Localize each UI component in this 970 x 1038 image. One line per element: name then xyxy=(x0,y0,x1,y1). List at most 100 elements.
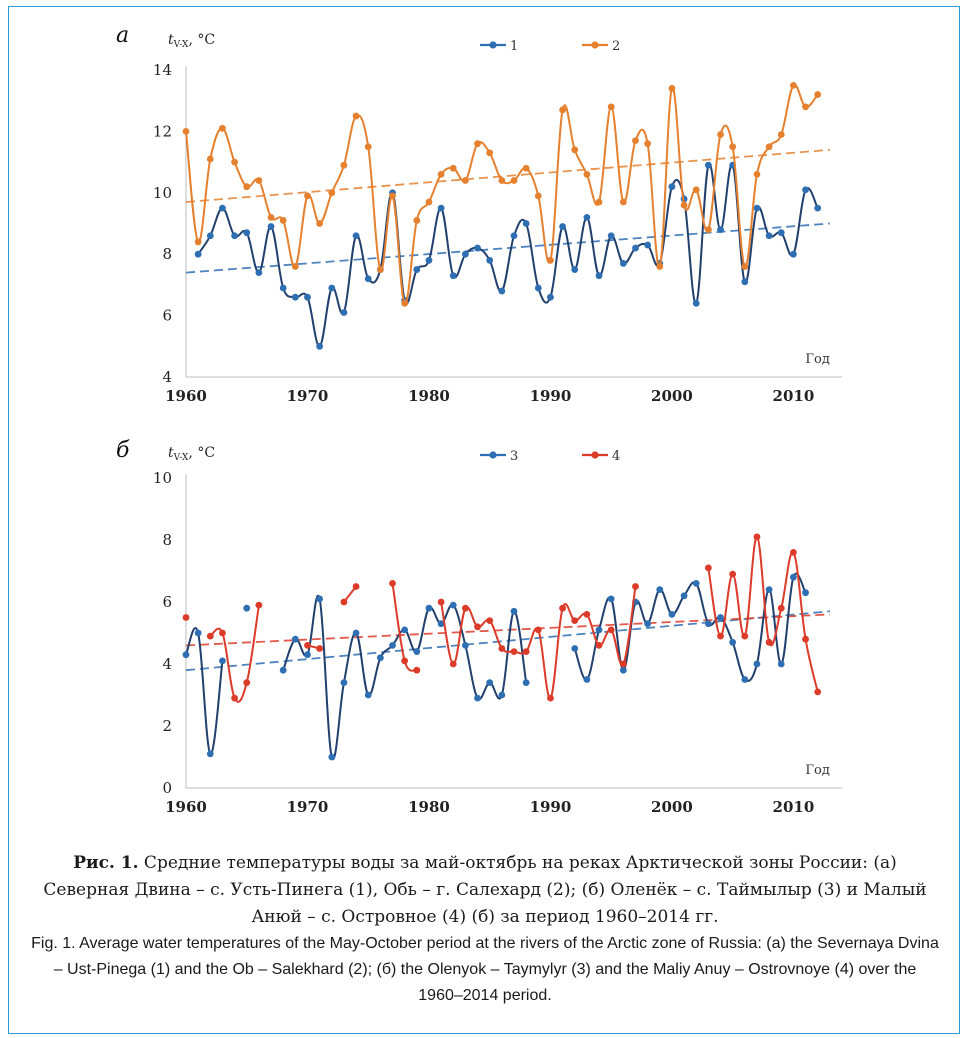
data-point-4 xyxy=(304,642,311,649)
y-tick-label: 4 xyxy=(162,368,172,386)
data-point-1 xyxy=(206,232,214,240)
data-point-1 xyxy=(595,272,603,280)
data-point-4 xyxy=(595,642,603,649)
data-point-1 xyxy=(437,204,445,212)
data-point-2 xyxy=(389,192,396,200)
data-point-2 xyxy=(291,263,299,270)
data-point-2 xyxy=(255,177,263,184)
x-tick-label: 1970 xyxy=(287,798,329,816)
data-point-3 xyxy=(194,629,202,637)
data-point-1 xyxy=(316,342,324,350)
panel-label: а xyxy=(116,23,129,48)
data-point-2 xyxy=(680,201,688,209)
data-point-3 xyxy=(717,614,724,621)
data-point-4 xyxy=(486,617,494,624)
data-point-1 xyxy=(777,229,785,237)
data-point-2 xyxy=(279,217,287,224)
data-point-4 xyxy=(534,626,542,634)
data-point-2 xyxy=(304,192,311,200)
data-point-1 xyxy=(474,244,481,252)
data-point-1 xyxy=(267,223,275,230)
data-point-2 xyxy=(777,131,785,138)
data-point-3 xyxy=(376,654,384,662)
data-point-2 xyxy=(668,85,676,92)
y-axis-label: tV-X, °C xyxy=(168,445,215,463)
data-point-2 xyxy=(194,238,202,246)
data-point-2 xyxy=(231,158,238,166)
legend-label: 1 xyxy=(510,39,518,54)
data-point-2 xyxy=(498,177,506,184)
data-point-3 xyxy=(644,620,652,628)
data-point-3 xyxy=(668,611,676,618)
data-point-3 xyxy=(729,638,737,646)
data-point-1 xyxy=(522,220,530,227)
x-tick-label: 1990 xyxy=(530,798,572,816)
caption-english: Fig. 1. Average water temperatures of th… xyxy=(31,935,939,1004)
data-point-1 xyxy=(352,232,360,240)
data-point-2 xyxy=(790,81,797,89)
data-point-1 xyxy=(279,284,287,292)
caption-russian: Рис. 1. Средние температуры воды за май-… xyxy=(30,850,940,931)
data-point-3 xyxy=(741,676,749,683)
data-point-4 xyxy=(510,648,518,655)
data-point-3 xyxy=(802,589,809,597)
data-point-1 xyxy=(510,232,518,240)
x-tick-label: 2010 xyxy=(773,387,815,405)
y-tick-label: 12 xyxy=(153,122,172,140)
legend-marker xyxy=(489,451,497,459)
data-point-1 xyxy=(231,232,238,240)
data-point-2 xyxy=(656,263,664,270)
y-tick-label: 8 xyxy=(162,245,172,263)
data-point-4 xyxy=(704,564,712,572)
data-point-2 xyxy=(522,164,530,172)
data-point-4 xyxy=(619,660,627,668)
y-tick-label: 0 xyxy=(162,779,172,797)
data-point-3 xyxy=(340,679,348,686)
data-point-2 xyxy=(340,161,348,169)
data-point-3 xyxy=(304,651,311,659)
data-point-1 xyxy=(632,244,639,252)
data-point-3 xyxy=(753,660,761,668)
y-tick-label: 14 xyxy=(153,61,172,79)
data-point-2 xyxy=(425,198,433,206)
data-point-2 xyxy=(462,177,469,184)
data-point-4 xyxy=(498,645,506,652)
data-point-1 xyxy=(340,309,348,316)
data-point-1 xyxy=(219,204,226,212)
data-point-3 xyxy=(474,694,481,702)
data-point-4 xyxy=(790,549,797,556)
data-point-3 xyxy=(449,601,457,609)
data-point-1 xyxy=(498,287,506,295)
data-point-2 xyxy=(316,220,324,227)
figure-caption: Рис. 1. Средние температуры воды за май-… xyxy=(30,850,940,1009)
series-line-3 xyxy=(185,627,224,755)
data-point-4 xyxy=(777,604,785,612)
x-tick-label: 1960 xyxy=(165,387,207,405)
data-point-3 xyxy=(364,691,372,699)
data-point-2 xyxy=(510,177,518,184)
data-point-4 xyxy=(474,623,481,631)
data-point-3 xyxy=(401,626,409,634)
legend-label: 2 xyxy=(612,39,620,54)
data-point-3 xyxy=(243,604,251,612)
data-point-4 xyxy=(559,604,566,612)
series-line-4 xyxy=(707,535,819,693)
data-point-2 xyxy=(486,149,494,157)
data-point-3 xyxy=(425,604,433,612)
data-point-3 xyxy=(498,691,506,699)
data-point-4 xyxy=(607,626,615,634)
data-point-1 xyxy=(692,299,700,307)
legend-label: 4 xyxy=(612,449,620,464)
data-point-3 xyxy=(692,580,700,587)
y-tick-label: 8 xyxy=(162,531,172,549)
data-point-2 xyxy=(219,124,226,132)
x-tick-label: 2000 xyxy=(651,387,693,405)
data-point-4 xyxy=(340,598,348,606)
data-point-3 xyxy=(219,657,226,665)
series-line-4 xyxy=(209,604,260,703)
data-point-4 xyxy=(547,694,554,702)
y-axis-label: tV-X, °C xyxy=(168,32,215,50)
data-point-4 xyxy=(206,632,214,640)
data-point-1 xyxy=(717,226,724,234)
data-point-1 xyxy=(814,204,822,212)
